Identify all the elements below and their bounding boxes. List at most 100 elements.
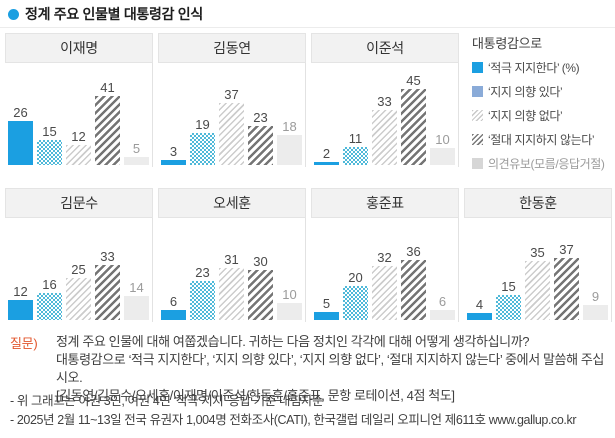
bar-column: 33 [95, 250, 120, 320]
bar-column: 15 [496, 280, 521, 320]
bar-column: 45 [401, 74, 426, 165]
bar-support-intent [37, 140, 62, 165]
bar-value-label: 25 [71, 262, 86, 277]
bar-no-support-intent [66, 278, 91, 320]
bar-value-label: 6 [438, 294, 447, 309]
bar-strong-support [314, 312, 339, 320]
bar-value-label: 26 [13, 105, 28, 120]
bar-value-label: 37 [224, 87, 239, 102]
bar-value-label: 15 [501, 279, 516, 294]
bar-strong-support [161, 310, 186, 320]
opinion-reserved-swatch-icon [472, 158, 483, 169]
bar-value-label: 4 [475, 297, 484, 312]
page-title: 정계 주요 인물별 대통령감 인식 [25, 6, 203, 22]
bar-never-support [248, 270, 273, 320]
bar-support-intent [190, 133, 215, 165]
bar-column: 15 [37, 125, 62, 165]
chart-plot-area: 6 23 31 30 10 [158, 218, 306, 322]
bar-support-intent [343, 286, 368, 320]
bar-column: 33 [372, 95, 397, 165]
bar-column: 20 [343, 271, 368, 320]
bar-column: 41 [95, 81, 120, 165]
bar-opinion-reserved [124, 157, 149, 165]
bar-no-support-intent [219, 103, 244, 165]
bar-value-label: 5 [132, 141, 141, 156]
chart-panel-김동연: 김동연 3 19 37 23 18 [158, 33, 306, 167]
bar-value-label: 37 [559, 242, 574, 257]
chart-plot-area: 4 15 35 37 9 [464, 218, 612, 322]
chart-plot-area: 3 19 37 23 18 [158, 63, 306, 167]
bar-support-intent [496, 295, 521, 320]
politician-name: 한동훈 [464, 188, 612, 218]
question-block: 질문) 정계 주요 인물에 대해 여쭙겠습니다. 귀하는 다음 정치인 각각에 … [10, 333, 610, 405]
politician-name: 오세훈 [158, 188, 306, 218]
chart-legend: 대통령감으로 ‘적극 지지한다’ (%) ‘지지 의향 있다’ ‘지지 의향 없… [472, 33, 614, 179]
chart-panel-한동훈: 한동훈 4 15 35 37 9 [464, 188, 612, 322]
bar-value-label: 3 [169, 144, 178, 159]
question-label: 질문) [10, 336, 38, 351]
bar-column: 25 [66, 263, 91, 320]
no-support-intent-swatch-icon [472, 110, 483, 121]
chart-panel-이재명: 이재명 26 15 12 41 5 [5, 33, 153, 167]
report-title-row: 정계 주요 인물별 대통령감 인식 [8, 4, 203, 24]
bar-value-label: 33 [100, 249, 115, 264]
bar-no-support-intent [372, 110, 397, 165]
never-support-swatch-icon [472, 134, 483, 145]
bar-column: 10 [430, 133, 455, 165]
question-line: 대통령감으로 ‘적극 지지한다’, ‘지지 의향 있다’, ‘지지 의향 없다’… [56, 352, 604, 385]
politician-name: 김문수 [5, 188, 153, 218]
bar-value-label: 23 [195, 265, 210, 280]
legend-header: 대통령감으로 [472, 36, 542, 51]
bullet-icon [8, 8, 19, 20]
bar-column: 6 [430, 295, 455, 320]
bar-column: 14 [124, 281, 149, 320]
bar-value-label: 10 [435, 132, 450, 147]
bar-column: 23 [248, 111, 273, 165]
bar-column: 16 [37, 278, 62, 320]
bar-no-support-intent [219, 268, 244, 320]
bar-support-intent [343, 147, 368, 165]
legend-label: ‘지지 의향 없다’ [488, 109, 563, 123]
bar-opinion-reserved [430, 148, 455, 165]
chart-plot-area: 26 15 12 41 5 [5, 63, 153, 167]
question-line: [김동연/김문수/오세훈/이재명/이준석/한동훈/홍준표, 문항 로테이션, 4… [56, 388, 455, 403]
bar-column: 32 [372, 251, 397, 320]
bar-value-label: 35 [530, 245, 545, 260]
bar-column: 12 [66, 130, 91, 165]
chart-plot-area: 5 20 32 36 6 [311, 218, 459, 322]
bar-value-label: 15 [42, 124, 57, 139]
bar-value-label: 33 [377, 94, 392, 109]
bar-column: 23 [190, 266, 215, 320]
bar-value-label: 45 [406, 73, 421, 88]
footnote-survey-info: - 2025년 2월 11~13일 전국 유권자 1,004명 전화조사(CAT… [10, 413, 577, 427]
bar-strong-support [467, 313, 492, 320]
legend-label: ‘적극 지지한다’ (%) [488, 61, 580, 75]
bar-column: 2 [314, 147, 339, 165]
chart-panel-김문수: 김문수 12 16 25 33 14 [5, 188, 153, 322]
bar-opinion-reserved [583, 305, 608, 320]
bar-no-support-intent [66, 145, 91, 165]
bar-value-label: 11 [348, 131, 363, 146]
bar-strong-support [161, 160, 186, 165]
bar-value-label: 31 [224, 252, 239, 267]
bar-column: 11 [343, 132, 368, 165]
legend-item-support-intent: ‘지지 의향 있다’ [472, 83, 614, 100]
bar-opinion-reserved [277, 303, 302, 320]
bar-never-support [401, 260, 426, 320]
legend-label: ‘지지 의향 있다’ [488, 85, 563, 99]
bar-value-label: 14 [129, 280, 144, 295]
bar-column: 18 [277, 120, 302, 165]
bar-strong-support [8, 121, 33, 165]
bar-column: 5 [314, 297, 339, 320]
title-divider [0, 27, 615, 28]
bar-never-support [248, 126, 273, 165]
bar-value-label: 12 [71, 129, 86, 144]
politician-name: 홍준표 [311, 188, 459, 218]
footnotes: - 위 그래프는 야권 3인, 여권 4인 ‘적극 지지’ 응답 기준 내림차순… [10, 392, 610, 430]
politician-name: 이재명 [5, 33, 153, 63]
politician-name: 이준석 [311, 33, 459, 63]
chart-panel-홍준표: 홍준표 5 20 32 36 6 [311, 188, 459, 322]
bar-no-support-intent [372, 266, 397, 320]
bar-value-label: 20 [348, 270, 363, 285]
footnote-sort-order: - 위 그래프는 야권 3인, 여권 4인 ‘적극 지지’ 응답 기준 내림차순 [10, 394, 324, 408]
